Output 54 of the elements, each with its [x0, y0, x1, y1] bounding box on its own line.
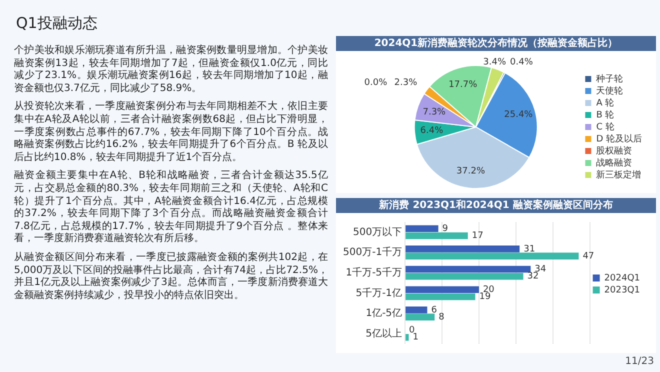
bar [406, 232, 468, 240]
data-label: 31 [524, 244, 536, 254]
text: 从融资金额区间分布来看，一季度已披露融资金额的案例共102起，在5,000万及以下区间的投融事件占比最高，合计有74起，占比72.5%，并且1亿元及以上融资案例减少了3起。总体而言，一季度新消费赛道大金额融资案例持续减少，投早投小的特点依旧突出。 [14, 252, 328, 302]
bar [406, 266, 531, 273]
y-tick-label: 1千万-5千万 [346, 266, 402, 278]
legend-label: 战略融资 [596, 157, 632, 168]
bar [406, 314, 435, 320]
data-label: 3.4% [483, 57, 506, 68]
bar [406, 286, 479, 293]
data-label: 37.2% [456, 166, 486, 176]
legend-label: A 轮 [596, 97, 614, 108]
legend-label: 天使轮 [596, 85, 624, 96]
legend-label: D 轮及以后 [596, 133, 642, 144]
data-label: 6.4% [420, 126, 444, 136]
bar [406, 293, 476, 300]
legend-label: 股权融资 [596, 145, 632, 156]
y-tick-label: 500万-1千万 [342, 246, 402, 258]
data-label: 47 [582, 251, 594, 262]
bar [406, 246, 520, 252]
text: Q1投融动态 [16, 14, 98, 33]
text: 个护美妆和娱乐潮玩赛道有所升温，融资案例数量明显增加。个护美妆融资案例13起，较去年同期增加了7起，但融资金额仅1.0亿元，同比减少了23.1%。娱乐潮玩融资案例16起，较去年同期增加了10起，融资金额也仅3.7亿元，同比减少了58.9%。 [14, 45, 328, 96]
data-label: 17 [472, 231, 484, 242]
data-label: 0.4% [510, 57, 534, 68]
legend-label: C 轮 [596, 121, 614, 132]
data-label: 32 [527, 272, 539, 282]
data-label: 9 [442, 224, 448, 234]
data-label: 8 [438, 312, 445, 322]
y-tick-label: 1亿-5亿 [366, 308, 402, 320]
bar [406, 225, 438, 232]
y-tick-label: 500万以下 [352, 226, 402, 238]
legend-label: 新三板定增 [596, 169, 642, 180]
bar [406, 252, 579, 260]
bar [406, 306, 428, 314]
legend-label: 2024Q1 [604, 273, 640, 284]
chart-title: 2024Q1新消费融资轮次分布情况（按融资金额占比） [336, 36, 656, 51]
data-label: 7.3% [422, 107, 446, 118]
text: 11/23 [624, 356, 654, 368]
data-label: 19 [479, 292, 491, 302]
text: 0.0% [364, 78, 388, 88]
text: 从投资轮次来看，一季度融资案例分布与去年同期相差不大，依旧主要集中在A轮及A轮以前，三者合计融资案例数68起，但占比下滑明显，一季度案例数占总事件的67.7%，较去年同期下降了10个百分点。战略融资案例数占比约16.2%，较去年同期提升了6个百分点。B 轮及以后占比约10.8%，较去年同期提升了近1个百分点。 [14, 101, 328, 164]
data-label: 17.7% [448, 80, 478, 90]
data-label: 1 [412, 332, 418, 343]
data-label: 2.3% [394, 78, 418, 88]
bar [406, 273, 524, 280]
y-tick-label: 5千万-1亿 [356, 286, 402, 299]
text: 融资金额主要集中在A轮、B轮和战略融资，三者合计金额达35.5亿元，占交易总金额的80.3%，较去年同期前三之和（天使轮、A轮和C轮）提升了1个百分点。其中，A轮融资金额合计16.4亿元，占总规模的37.2%，较去年同期下降了3个百分点。而战略融资融资金额合计7.8亿元，占总规模的17.7%，较去年同期提升了9个百分点 。整体来看，一季度新消费赛道融资轮次有所后移。 [14, 170, 328, 246]
legend-label: 种子轮 [596, 73, 624, 84]
data-label: 25.4% [504, 110, 534, 120]
data-label: 6 [431, 305, 438, 316]
chart-title: 新消费 2023Q1和2024Q1 融资案例融资区间分布 [336, 198, 656, 213]
bar [406, 334, 409, 341]
y-tick-label: 5亿以上 [366, 327, 402, 340]
legend-label: B 轮 [596, 109, 614, 120]
legend-label: 2023Q1 [604, 285, 640, 296]
